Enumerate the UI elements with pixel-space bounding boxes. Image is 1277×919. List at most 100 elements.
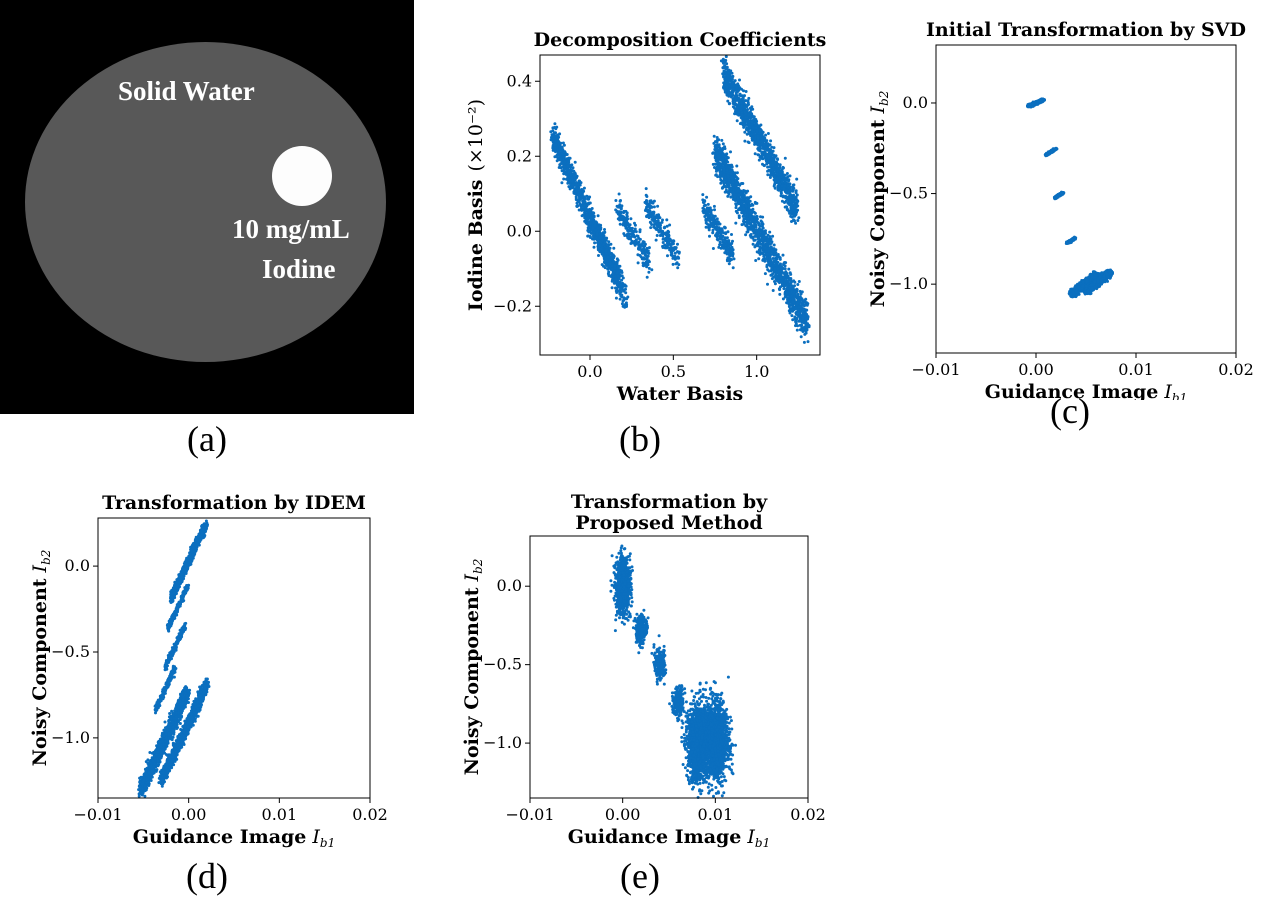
data-point <box>729 150 732 154</box>
data-point <box>737 193 741 197</box>
data-point <box>654 221 658 225</box>
data-point <box>704 225 708 229</box>
data-point <box>614 277 618 281</box>
data-point <box>798 314 802 318</box>
data-point <box>804 320 808 324</box>
data-point <box>562 177 566 181</box>
data-point <box>759 232 762 236</box>
data-point <box>570 179 574 183</box>
data-point <box>616 210 620 214</box>
data-point <box>671 262 675 266</box>
data-point <box>704 217 708 221</box>
data-point <box>785 191 789 195</box>
data-point <box>795 328 799 332</box>
data-point <box>564 153 568 157</box>
data-point <box>703 203 707 207</box>
data-point <box>587 230 591 234</box>
data-point <box>777 187 781 191</box>
point-cluster <box>701 193 736 270</box>
y-axis-label: Iodine Basis(×10⁻²) <box>465 99 487 311</box>
data-point <box>586 215 590 218</box>
data-point <box>783 295 787 299</box>
data-point <box>766 238 770 242</box>
data-point <box>783 283 787 287</box>
data-point <box>556 148 560 152</box>
data-point <box>790 303 794 306</box>
data-point <box>798 296 802 300</box>
data-point <box>588 236 592 239</box>
data-point <box>771 261 775 265</box>
data-point <box>770 145 774 149</box>
data-point <box>748 234 752 237</box>
data-point <box>730 183 734 187</box>
data-point <box>736 188 740 192</box>
data-point <box>716 145 720 148</box>
data-point <box>792 183 796 187</box>
data-point <box>662 231 666 235</box>
data-point <box>799 309 803 313</box>
data-point <box>754 123 758 127</box>
data-point <box>777 279 781 283</box>
data-point <box>789 210 793 214</box>
data-point <box>610 264 614 268</box>
point-cluster <box>715 138 740 199</box>
data-point <box>623 234 627 237</box>
data-point <box>748 125 752 129</box>
data-point <box>775 177 779 181</box>
data-point <box>730 250 734 254</box>
data-point <box>783 156 787 160</box>
data-point <box>562 155 566 159</box>
data-point <box>654 238 658 242</box>
data-point <box>602 255 606 259</box>
data-point <box>661 241 665 244</box>
data-point <box>665 224 669 228</box>
data-point <box>786 283 789 287</box>
data-point <box>753 211 757 215</box>
data-point <box>765 159 769 163</box>
data-point <box>569 165 572 169</box>
data-point <box>617 280 621 284</box>
data-point <box>730 245 734 249</box>
data-point <box>740 191 744 195</box>
data-point <box>624 209 628 213</box>
data-point <box>804 322 808 326</box>
data-point <box>754 201 757 205</box>
data-point <box>721 148 724 152</box>
data-point <box>772 166 775 170</box>
data-point <box>624 284 628 288</box>
data-point <box>551 134 555 138</box>
data-point <box>765 162 769 166</box>
data-point <box>734 206 738 210</box>
data-point <box>748 199 752 203</box>
data-point <box>598 250 602 254</box>
data-point <box>721 72 725 76</box>
data-point <box>723 162 727 165</box>
data-point <box>604 263 608 267</box>
data-point <box>743 211 747 215</box>
data-point <box>603 266 607 270</box>
data-point <box>740 104 743 108</box>
data-point <box>753 224 757 228</box>
point-cluster <box>1026 97 1046 109</box>
data-point <box>769 139 773 143</box>
data-point <box>781 195 785 199</box>
data-point <box>709 222 713 226</box>
caption-a: (a) <box>187 419 227 459</box>
data-point <box>651 218 655 222</box>
data-point <box>741 197 745 201</box>
data-point <box>756 146 760 150</box>
data-point <box>768 165 772 169</box>
data-point <box>646 259 649 263</box>
data-point <box>724 240 727 244</box>
data-point <box>558 132 562 136</box>
data-point <box>768 150 772 154</box>
data-point <box>737 99 741 103</box>
data-point <box>669 242 672 246</box>
data-point <box>590 207 594 210</box>
data-point <box>614 208 618 212</box>
data-point <box>672 239 676 243</box>
data-point <box>603 228 606 231</box>
data-point <box>706 202 710 206</box>
data-point <box>795 290 799 293</box>
data-point <box>740 113 744 117</box>
